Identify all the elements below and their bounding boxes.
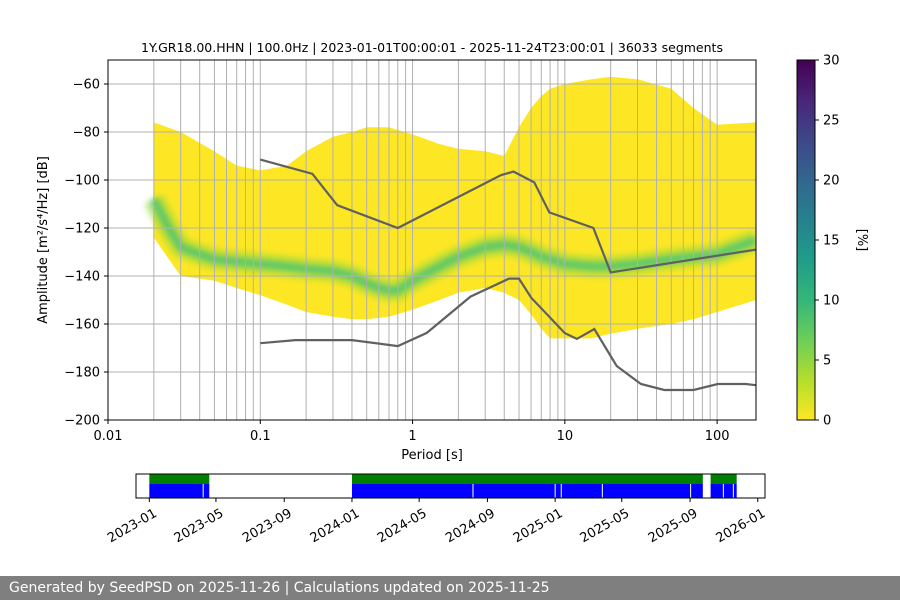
footer-text: Generated by SeedPSD on 2025-11-26 | Cal… (9, 580, 550, 596)
availability-segment (149, 484, 210, 498)
nlnm-line (260, 277, 756, 392)
noise-models (260, 158, 756, 392)
date-tick-label: 2024-09 (443, 506, 498, 546)
colorbar-label: [%] (854, 229, 869, 252)
availability-segment-top (149, 474, 210, 484)
colorbar-tick-label: 15 (823, 234, 840, 249)
colorbar-tick-label: 25 (823, 114, 840, 129)
date-tick-label: 2025-09 (646, 506, 701, 546)
colorbar-tick-label: 30 (823, 54, 840, 69)
colorbar: 0 5 10 15 20 25 30 [%] (796, 54, 869, 429)
grid (108, 60, 756, 420)
date-tick-label: 2023-09 (240, 506, 295, 546)
colorbar-tick-label: 5 (823, 354, 831, 369)
date-tick-label: 2024-05 (375, 506, 430, 546)
y-tick-label: −160 (64, 318, 100, 333)
availability-segment-top (710, 474, 737, 484)
x-tick-label: 10 (557, 429, 574, 444)
date-tick-label: 2024-01 (308, 506, 363, 546)
date-tick-label: 2026-01 (714, 506, 769, 546)
x-axis-ticks: 0.01 0.1 1 10 100 (94, 420, 730, 444)
plot-border (107, 59, 757, 421)
y-tick-label: −120 (64, 222, 100, 237)
footer-banner: Generated by SeedPSD on 2025-11-26 | Cal… (0, 576, 900, 600)
date-tick-label: 2023-05 (172, 506, 227, 546)
y-tick-label: −200 (64, 414, 100, 429)
y-tick-label: −80 (73, 126, 100, 141)
date-tick-label: 2025-05 (578, 506, 633, 546)
availability-segments (149, 474, 737, 498)
x-tick-label: 1 (408, 429, 416, 444)
availability-segment (351, 484, 703, 498)
colorbar-ticks: 0 5 10 15 20 25 30 (815, 54, 840, 429)
x-tick-label: 0.1 (250, 429, 271, 444)
availability-date-ticks: 2023-01 2023-05 2023-09 2024-01 2024-05 2024-… (105, 498, 768, 546)
y-tick-label: −180 (64, 366, 100, 381)
x-axis-label: Period [s] (401, 448, 463, 463)
y-tick-label: −100 (64, 174, 100, 189)
availability-frame (135, 473, 766, 499)
y-axis-ticks: −60 −80 −100 −120 −140 −160 −180 −200 (64, 78, 108, 429)
y-tick-label: −60 (73, 78, 100, 93)
date-tick-label: 2023-01 (105, 506, 160, 546)
colorbar-tick-label: 0 (823, 414, 831, 429)
date-tick-label: 2025-01 (511, 506, 566, 546)
psd-plot: 0.01 0.1 1 10 100 −60 −80 −100 −120 −140 −160 −180… (36, 59, 757, 463)
x-tick-label: 0.01 (94, 429, 123, 444)
colorbar-gradient (796, 59, 816, 421)
availability-segment-top (351, 474, 703, 484)
nhnm-line (260, 158, 756, 274)
y-tick-label: −140 (64, 270, 100, 285)
colorbar-tick-label: 20 (823, 174, 840, 189)
colorbar-tick-label: 10 (823, 294, 840, 309)
availability-timeline: 2023-01 2023-05 2023-09 2024-01 2024-05 2024-… (105, 473, 768, 546)
y-axis-label: Amplitude [m²/s⁴/Hz] [dB] (36, 156, 51, 324)
chart-title: 1Y.GR18.00.HHN | 100.0Hz | 2023-01-01T00… (141, 40, 723, 55)
x-tick-label: 100 (705, 429, 730, 444)
psd-figure: 1Y.GR18.00.HHN | 100.0Hz | 2023-01-01T00… (36, 40, 869, 546)
